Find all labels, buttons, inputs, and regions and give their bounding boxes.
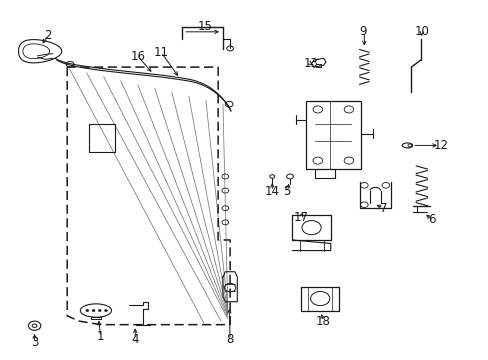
Circle shape: [98, 310, 101, 312]
Text: 6: 6: [427, 213, 434, 226]
Text: 2: 2: [44, 29, 52, 42]
Text: 4: 4: [131, 333, 139, 346]
Text: 5: 5: [283, 185, 290, 198]
Text: 17: 17: [293, 211, 308, 224]
Text: 9: 9: [359, 25, 366, 38]
Circle shape: [92, 310, 95, 312]
Text: 12: 12: [432, 139, 447, 152]
Text: 8: 8: [226, 333, 233, 346]
Bar: [305, 100, 360, 170]
Text: 16: 16: [130, 50, 145, 63]
Text: 3: 3: [31, 337, 38, 350]
Text: 7: 7: [379, 202, 386, 215]
Circle shape: [86, 310, 89, 312]
Text: 18: 18: [315, 315, 330, 328]
Text: 13: 13: [303, 57, 317, 70]
Text: 14: 14: [264, 185, 279, 198]
Text: 15: 15: [197, 20, 212, 33]
Text: 10: 10: [413, 25, 428, 38]
Circle shape: [104, 310, 107, 312]
Text: 1: 1: [97, 330, 104, 343]
Text: 11: 11: [153, 46, 168, 59]
